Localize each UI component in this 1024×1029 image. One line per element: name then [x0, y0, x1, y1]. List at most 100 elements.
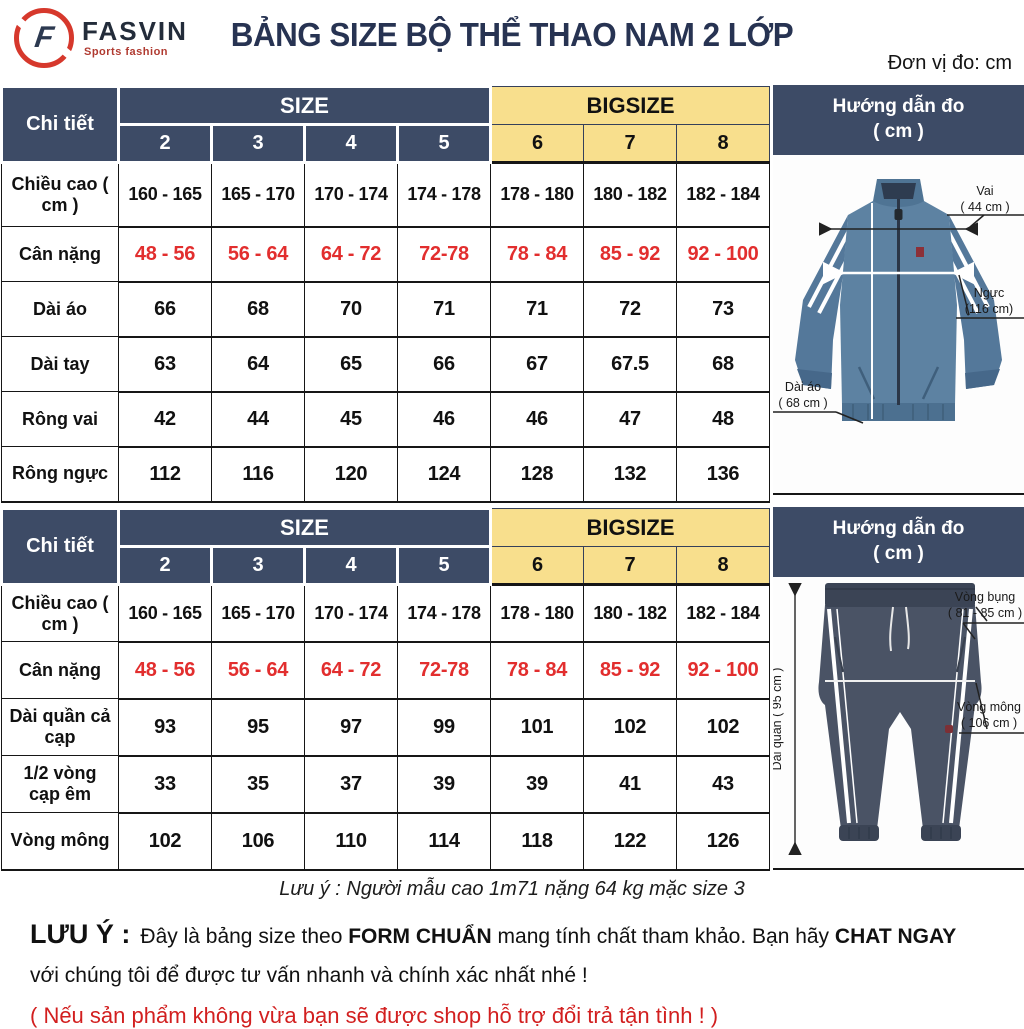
- value-cell: 68: [211, 280, 305, 337]
- size-col-header: 3: [210, 545, 306, 586]
- row-label: Chiều cao ( cm ): [1, 583, 119, 642]
- value-cell: 95: [211, 697, 305, 756]
- value-cell: 64 - 72: [304, 225, 398, 282]
- bigsize-col-header: 8: [676, 124, 770, 163]
- value-cell: 120: [304, 445, 398, 503]
- value-cell: 128: [490, 445, 584, 503]
- value-cell: 170 - 174: [304, 583, 398, 642]
- jacket-illustration: Vai ( 44 cm ) Ngực (116 cm) Dài áo ( 68 …: [773, 179, 1024, 424]
- hip-value: ( 106 cm ): [961, 716, 1017, 730]
- brand-tagline: Sports fashion: [84, 46, 169, 58]
- footer-notes: Lưu ý : Người mẫu cao 1m71 nặng 64 kg mặ…: [0, 872, 1024, 1029]
- value-cell: 102: [676, 697, 770, 756]
- advice-line1: Đây là bảng size theo FORM CHUẨN mang tí…: [140, 925, 956, 948]
- value-cell: 44: [211, 390, 305, 447]
- size-col-header: 2: [117, 545, 213, 586]
- page-header: F FASVIN Sports fashion BẢNG SIZE BỘ THỂ…: [0, 0, 1024, 85]
- value-cell: 101: [490, 697, 584, 756]
- note-segment: mang tính chất tham khảo. Bạn hãy: [491, 925, 835, 948]
- value-cell: 41: [583, 754, 677, 813]
- value-cell: 72-78: [397, 640, 491, 699]
- size-col-header: 5: [396, 545, 492, 586]
- value-cell: 33: [118, 754, 212, 813]
- value-cell: 132: [583, 445, 677, 503]
- value-cell: 68: [676, 335, 770, 392]
- bigsize-col-header: 6: [490, 546, 584, 585]
- guide-body: Vòng bụng ( 81 - 85 cm ) Vòng mông ( 106…: [770, 577, 1024, 870]
- note-segment: CHAT NGAY: [834, 925, 957, 948]
- brand-logo: F FASVIN Sports fashion: [13, 8, 188, 68]
- value-cell: 66: [397, 335, 491, 392]
- value-cell: 160 - 165: [118, 161, 212, 227]
- page-title: BẢNG SIZE BỘ THỂ THAO NAM 2 LỚP: [230, 16, 794, 53]
- value-cell: 174 - 178: [397, 161, 491, 227]
- row-label: Dài quần cả cạp: [1, 698, 119, 756]
- value-cell: 43: [676, 754, 770, 813]
- table-row: Dài quần cả cạp 93 95 97 99 101 102 102: [1, 697, 770, 756]
- size-col-header: 4: [303, 123, 399, 164]
- size-advice-note: LƯU Ý : Đây là bảng size theo FORM CHUẨN …: [30, 911, 990, 995]
- value-cell: 102: [583, 697, 677, 756]
- value-cell: 180 - 182: [583, 161, 677, 227]
- warranty-note: ( Nếu sản phẩm không vừa bạn sẽ được sho…: [30, 1003, 719, 1028]
- bigsize-col-header: 8: [676, 546, 770, 585]
- note-segment: FORM CHUẨN: [348, 925, 492, 948]
- row-label: Dài tay: [1, 336, 119, 392]
- chest-label: Ngực: [974, 286, 1005, 300]
- bigsize-col-header: 7: [583, 124, 677, 163]
- value-cell: 165 - 170: [211, 161, 305, 227]
- value-cell: 170 - 174: [304, 161, 398, 227]
- value-cell: 45: [304, 390, 398, 447]
- size-col-header: 2: [117, 123, 213, 164]
- value-cell: 174 - 178: [397, 583, 491, 642]
- value-cell: 102: [118, 811, 212, 871]
- jacket-length-label: Dài áo: [785, 380, 821, 394]
- guide-unit: ( cm ): [873, 121, 924, 142]
- advice-line2: với chúng tôi để được tư vấn nhanh và ch…: [30, 964, 588, 988]
- bigsize-group-header: BIGSIZE: [490, 86, 770, 125]
- hip-label: Vòng mông: [957, 700, 1021, 714]
- measure-guide-pants: Hướng dẫn đo ( cm ): [770, 507, 1024, 870]
- brand-name: FASVIN: [82, 16, 188, 46]
- unit-note: Đơn vị đo: cm: [887, 52, 1012, 74]
- value-cell: 64 - 72: [304, 640, 398, 699]
- table-row: Cân nặng 48 - 56 56 - 64 64 - 72 72-78 78 - 8…: [1, 225, 770, 282]
- logo-ring-icon: F: [13, 8, 75, 68]
- guide-title: Hướng dẫn đo: [832, 96, 965, 118]
- row-label: Rông ngực: [1, 446, 119, 503]
- table-row: Cân nặng 48 - 56 56 - 64 64 - 72 72-78 78 - 8…: [1, 640, 770, 699]
- value-cell: 114: [397, 811, 491, 871]
- value-cell: 85 - 92: [583, 640, 677, 699]
- value-cell: 160 - 165: [118, 583, 212, 642]
- value-cell: 78 - 84: [490, 640, 584, 699]
- table-row: Chiều cao ( cm ) 160 - 165 165 - 170 170 - …: [1, 583, 770, 642]
- value-cell: 85 - 92: [583, 225, 677, 282]
- value-cell: 72: [583, 280, 677, 337]
- value-cell: 136: [676, 445, 770, 503]
- value-cell: 73: [676, 280, 770, 337]
- value-cell: 112: [118, 445, 212, 503]
- value-cell: 116: [211, 445, 305, 503]
- brand-text: FASVIN Sports fashion: [82, 18, 188, 58]
- table-row: Dài áo 66 68 70 71 71 72 73: [1, 280, 770, 337]
- size-table-jacket: Chi tiết SIZE BIGSIZE 2 3 4 5 6 7 8 Chiề…: [0, 85, 770, 503]
- value-cell: 46: [490, 390, 584, 447]
- value-cell: 118: [490, 811, 584, 871]
- table-body: Chiều cao ( cm ) 160 - 165 165 - 170 170 - …: [1, 583, 770, 871]
- table-row: Rông ngực 112 116 120 124 128 132 136: [1, 445, 770, 503]
- bigsize-group-header: BIGSIZE: [490, 508, 770, 547]
- pants-illustration: Vòng bụng ( 81 - 85 cm ) Vòng mông ( 106…: [770, 583, 1024, 855]
- value-cell: 92 - 100: [676, 225, 770, 282]
- value-cell: 70: [304, 280, 398, 337]
- value-cell: 178 - 180: [490, 161, 584, 227]
- size-col-header: 5: [396, 123, 492, 164]
- value-cell: 48 - 56: [118, 640, 212, 699]
- row-label: Cân nặng: [1, 641, 119, 699]
- value-cell: 182 - 184: [676, 161, 770, 227]
- waist-label: Vòng bụng: [955, 590, 1016, 604]
- value-cell: 92 - 100: [676, 640, 770, 699]
- value-cell: 47: [583, 390, 677, 447]
- value-cell: 97: [304, 697, 398, 756]
- jacket-length-value: ( 68 cm ): [778, 396, 827, 410]
- value-cell: 35: [211, 754, 305, 813]
